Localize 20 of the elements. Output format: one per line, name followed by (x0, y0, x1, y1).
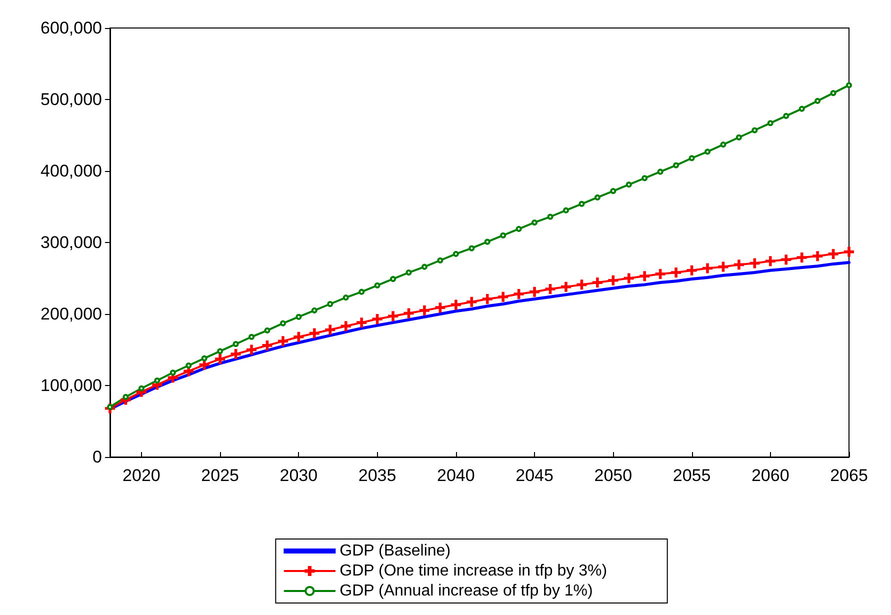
x-tick-label: 2060 (751, 466, 790, 485)
legend-label: GDP (One time increase in tfp by 3%) (340, 562, 608, 580)
x-tick-label: 2020 (122, 466, 160, 485)
y-tick-label: 100,000 (40, 376, 102, 395)
x-tick-label: 2065 (830, 466, 868, 485)
y-tick-label: 500,000 (40, 90, 102, 109)
x-tick-label: 2025 (201, 466, 239, 485)
x-tick-label: 2035 (358, 466, 396, 485)
x-tick-label: 2050 (594, 466, 632, 485)
y-tick-label: 300,000 (40, 233, 102, 252)
x-tick-label: 2030 (280, 466, 318, 485)
legend-label: GDP (Annual increase of tfp by 1%) (340, 582, 593, 600)
x-tick-label: 2055 (672, 466, 711, 485)
y-tick-label: 200,000 (40, 304, 102, 324)
legend-label: GDP (Baseline) (340, 542, 451, 560)
x-tick-label: 2040 (437, 466, 475, 485)
x-tick-label: 2045 (516, 466, 554, 485)
y-tick-label: 0 (92, 448, 102, 466)
y-tick-label: 400,000 (40, 162, 102, 180)
y-tick-label: 600,000 (40, 18, 102, 38)
